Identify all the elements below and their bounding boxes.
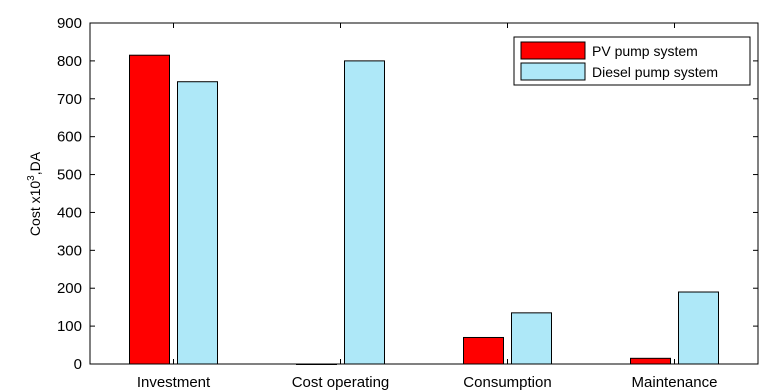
- bar-diesel: [678, 291, 719, 365]
- x-category-label: Cost operating: [292, 374, 390, 391]
- y-tick-label: 100: [57, 318, 82, 335]
- legend-swatch-diesel: [520, 62, 586, 81]
- y-tick-label: 700: [57, 91, 82, 108]
- y-tick-label: 400: [57, 204, 82, 221]
- x-category-label: Consumption: [463, 374, 551, 391]
- y-tick-label: 800: [57, 53, 82, 70]
- bar-pv: [129, 54, 170, 365]
- legend-label-pv: PV pump system: [592, 43, 698, 59]
- y-axis: 0 100 200 300 400 500 600 700 800 900: [57, 15, 758, 373]
- y-axis-label-prefix: Cost x10: [27, 181, 43, 236]
- x-category-label: Investment: [137, 374, 211, 391]
- y-axis-label: Cost x103,DA: [26, 151, 43, 236]
- bars-group: [129, 54, 719, 365]
- legend-label-diesel: Diesel pump system: [592, 64, 718, 80]
- y-tick-label: 900: [57, 15, 82, 32]
- y-tick-label: 200: [57, 280, 82, 297]
- x-category-label: Maintenance: [632, 374, 718, 391]
- legend: PV pump system Diesel pump system: [513, 36, 751, 86]
- bar-pv: [630, 357, 671, 365]
- y-tick-label: 500: [57, 167, 82, 184]
- y-tick-label: 0: [74, 356, 82, 373]
- plot-frame: [89, 22, 759, 365]
- bar-pv: [463, 336, 504, 365]
- x-axis: Investment Cost operating Consumption Maint…: [137, 23, 718, 391]
- bar-diesel: [344, 60, 385, 365]
- y-axis-label-suffix: ,DA: [27, 151, 43, 175]
- y-tick-label: 300: [57, 242, 82, 259]
- bar-diesel: [177, 81, 218, 365]
- y-axis-label-superscript: 3: [26, 175, 37, 181]
- y-tick-label: 600: [57, 129, 82, 146]
- bar-diesel: [511, 312, 552, 365]
- legend-swatch-pv: [520, 41, 586, 60]
